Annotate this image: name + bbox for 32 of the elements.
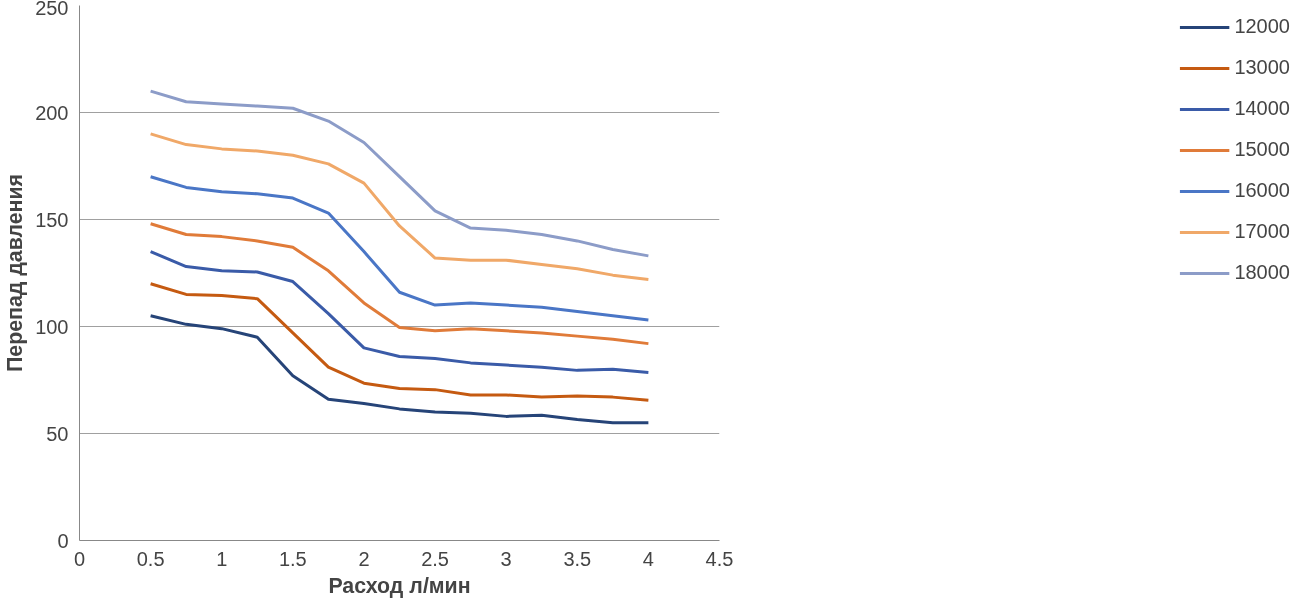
x-tick-label: 1: [216, 547, 228, 570]
y-tick-label: 100: [35, 315, 69, 338]
y-tick-label: 200: [35, 101, 69, 124]
y-tick-label: 150: [35, 208, 69, 231]
y-tick-label: 50: [46, 422, 69, 445]
line-series: [149, 89, 650, 258]
x-tick-label: 1.5: [278, 547, 307, 570]
legend-label: 12000: [1234, 15, 1290, 38]
x-tick-label: 0.5: [136, 547, 165, 570]
line-series: [149, 282, 650, 402]
legend-label: 13000: [1234, 56, 1290, 79]
x-axis-title: Расход л/мин: [328, 573, 471, 598]
y-axis-title: Перепад давления: [3, 173, 28, 373]
legend-label: 18000: [1234, 261, 1290, 284]
x-tick-label: 0: [73, 547, 86, 570]
legend-label: 16000: [1234, 179, 1290, 202]
y-tick-label: 0: [57, 529, 69, 552]
line-series: [149, 222, 650, 346]
x-tick-label: 4.5: [705, 547, 734, 570]
x-tick-label: 2: [358, 547, 370, 570]
line-series: [149, 314, 650, 425]
x-tick-label: 4: [642, 547, 654, 570]
y-tick-label: 250: [35, 0, 69, 19]
x-tick-label: 3: [500, 547, 512, 570]
line-series: [149, 175, 650, 322]
legend-label: 14000: [1234, 97, 1290, 120]
x-tick-label: 3.5: [563, 547, 592, 570]
legend-label: 15000: [1234, 138, 1290, 161]
legend-label: 17000: [1234, 220, 1290, 243]
line-series: [149, 250, 650, 375]
line-series: [149, 132, 650, 281]
x-tick-label: 2.5: [421, 547, 449, 570]
